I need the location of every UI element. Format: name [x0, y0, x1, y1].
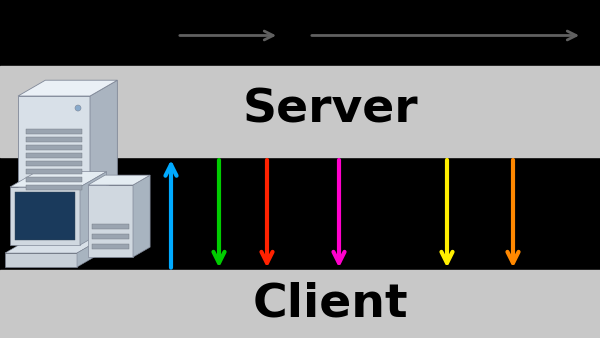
Polygon shape: [18, 96, 90, 196]
Bar: [26, 137, 82, 142]
Polygon shape: [90, 80, 118, 196]
Bar: [0, 66, 600, 157]
Bar: [26, 129, 82, 134]
Polygon shape: [77, 237, 104, 267]
Bar: [92, 224, 129, 229]
Polygon shape: [10, 172, 107, 187]
Polygon shape: [80, 172, 107, 245]
Bar: [26, 169, 82, 174]
Text: Client: Client: [252, 282, 408, 327]
Polygon shape: [18, 80, 118, 96]
Polygon shape: [133, 175, 150, 257]
Polygon shape: [5, 253, 77, 267]
Bar: [26, 161, 82, 166]
Polygon shape: [15, 192, 75, 240]
Circle shape: [75, 105, 81, 111]
Bar: [26, 185, 82, 190]
Polygon shape: [88, 185, 133, 257]
Polygon shape: [88, 175, 150, 185]
Bar: [92, 244, 129, 249]
Polygon shape: [10, 187, 80, 245]
Bar: [0, 270, 600, 338]
Bar: [26, 177, 82, 182]
Bar: [26, 153, 82, 158]
Text: Server: Server: [242, 87, 418, 132]
Polygon shape: [5, 237, 104, 253]
Bar: [92, 234, 129, 239]
Bar: [26, 145, 82, 150]
